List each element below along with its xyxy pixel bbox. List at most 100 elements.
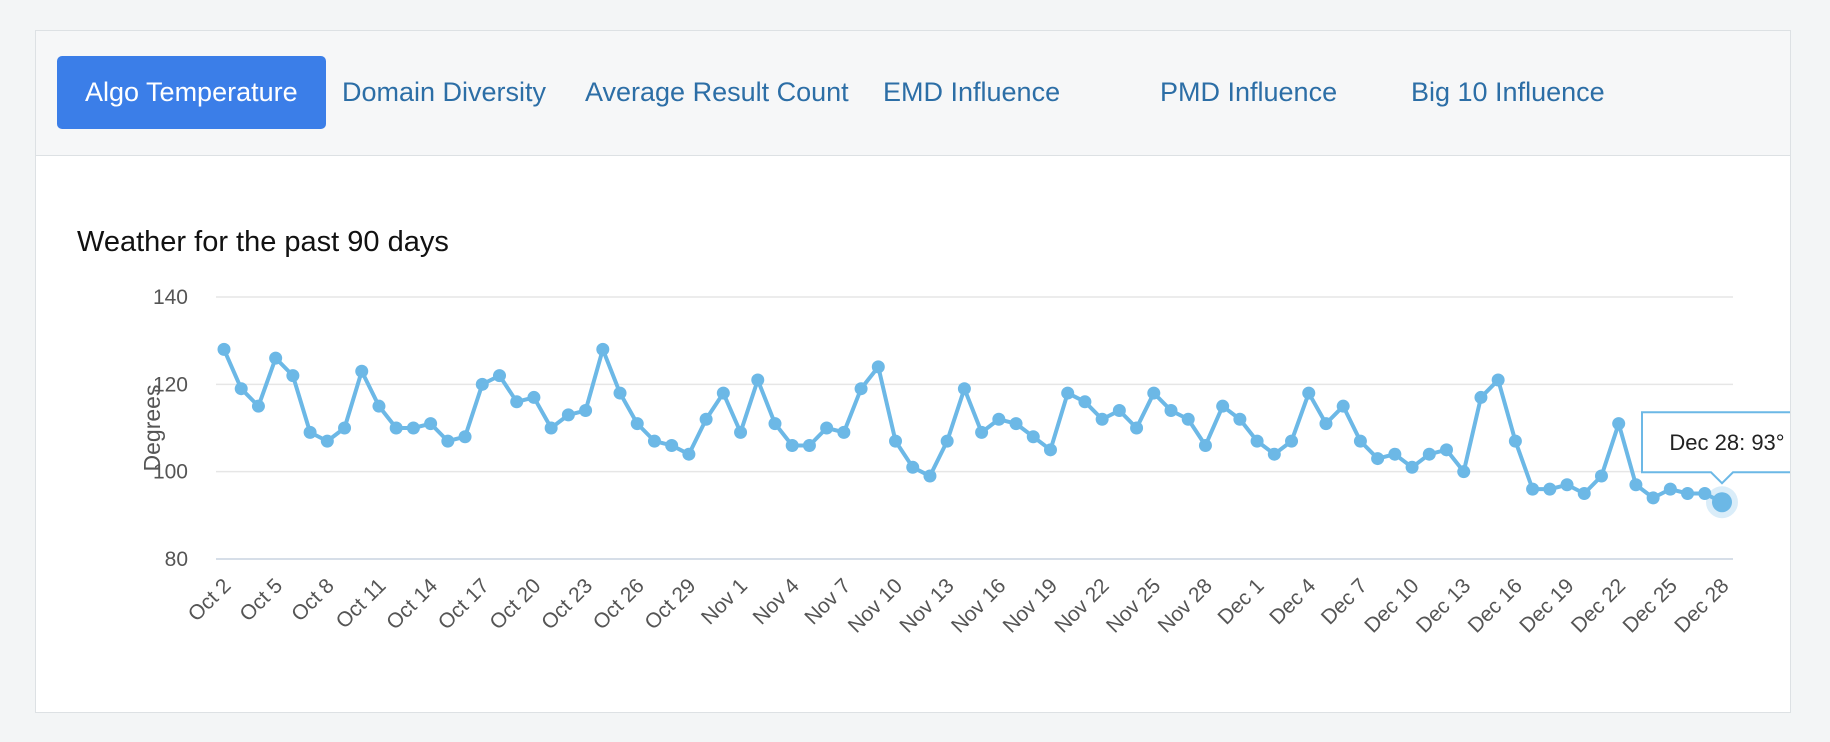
y-tick-label: 80 (165, 548, 188, 571)
point (854, 382, 868, 396)
x-tick-label: Oct 14 (382, 574, 442, 634)
point (1285, 434, 1299, 448)
point (716, 386, 730, 400)
panel: Algo Temperature Domain Diversity Average … (35, 30, 1791, 713)
point (1646, 491, 1660, 505)
x-tick-label: Oct 11 (332, 574, 391, 633)
point (372, 399, 386, 413)
point (647, 434, 661, 448)
tab[interactable]: Average Result Count (585, 77, 849, 107)
point (320, 434, 334, 448)
point (303, 425, 317, 439)
y-tick-label: 140 (153, 286, 188, 309)
tab[interactable]: Algo Temperature (57, 56, 326, 129)
point (1577, 487, 1591, 500)
point (1216, 399, 1230, 413)
chart: Weather for the past 90 days 80 100 120 140… (77, 226, 1790, 638)
x-tick-label: Dec 13 (1412, 574, 1475, 637)
x-tick-label: Oct 23 (537, 574, 597, 634)
point (1491, 373, 1505, 387)
point (1198, 438, 1212, 452)
point (785, 438, 799, 452)
point (957, 382, 971, 396)
y-axis-label: Degrees (139, 385, 165, 472)
tab[interactable]: Big 10 Influence (1411, 77, 1605, 107)
tab[interactable]: EMD Influence (883, 77, 1061, 107)
point (699, 412, 713, 426)
x-tick-label: Oct 20 (485, 574, 545, 634)
line (222, 347, 1723, 505)
point (1440, 443, 1454, 457)
x-tick-label: Oct 17 (434, 574, 494, 634)
y-tick-label: 100 (153, 461, 188, 484)
point (1526, 482, 1540, 496)
x-tick-label: Dec 25 (1619, 574, 1682, 637)
point (665, 438, 679, 452)
x-tick-label: Dec 19 (1515, 574, 1578, 637)
x-tick-label: Dec 1 (1214, 574, 1269, 629)
point (1181, 412, 1195, 426)
point (338, 421, 352, 435)
tooltip-text: Dec 28: 93° (1669, 430, 1784, 455)
point (510, 395, 524, 409)
point (251, 399, 265, 413)
x-tick-label: Oct 8 (287, 574, 339, 626)
point (1112, 404, 1126, 418)
x-tick-label: Dec 16 (1464, 574, 1527, 637)
point (1353, 434, 1367, 448)
tab[interactable]: PMD Influence (1160, 77, 1338, 107)
point (734, 425, 748, 439)
point (1681, 487, 1695, 500)
point (630, 417, 644, 431)
point (1336, 399, 1350, 413)
x-tick-label: Oct 26 (589, 574, 649, 634)
point (1233, 412, 1247, 426)
point (940, 434, 954, 448)
point (1078, 395, 1092, 409)
point (217, 342, 231, 356)
point (1422, 447, 1436, 461)
point (1388, 447, 1402, 461)
point (1147, 386, 1161, 400)
point (475, 377, 489, 391)
point (751, 373, 765, 387)
x-tick-label: Dec 4 (1265, 574, 1320, 629)
point (286, 369, 300, 383)
point (1474, 390, 1488, 404)
point (1043, 443, 1057, 457)
point (871, 360, 885, 374)
tab[interactable]: Domain Diversity (342, 77, 547, 107)
x-tick-label: Nov 28 (1154, 574, 1217, 637)
point (406, 421, 420, 435)
point (1560, 478, 1574, 492)
point (1663, 482, 1677, 496)
tab-bar: Algo Temperature Domain Diversity Average … (36, 31, 1790, 156)
point (441, 434, 455, 448)
point (889, 434, 903, 448)
x-tick-label: Nov 19 (999, 574, 1062, 637)
x-tick-label: Nov 13 (895, 574, 958, 637)
point (1594, 469, 1608, 483)
chart-title: Weather for the past 90 days (77, 226, 449, 258)
x-tick-label: Oct 29 (640, 574, 700, 634)
point (1061, 386, 1075, 400)
x-tick-label: Dec 10 (1360, 574, 1423, 637)
point (1371, 452, 1385, 466)
point (837, 425, 851, 439)
point (1508, 434, 1522, 448)
point (1302, 386, 1316, 400)
tooltip: Dec 28: 93° (1641, 411, 1790, 485)
x-tick-label: Nov 4 (749, 574, 804, 629)
point (1612, 417, 1626, 431)
point (992, 412, 1006, 426)
point (820, 421, 834, 435)
point (1267, 447, 1281, 461)
y-tick-label: 120 (153, 373, 188, 396)
point (1164, 404, 1178, 418)
point (424, 417, 438, 431)
point (1698, 487, 1712, 500)
point (923, 469, 937, 483)
tooltip-box (1641, 411, 1790, 485)
point (389, 421, 403, 435)
point (1095, 412, 1109, 426)
